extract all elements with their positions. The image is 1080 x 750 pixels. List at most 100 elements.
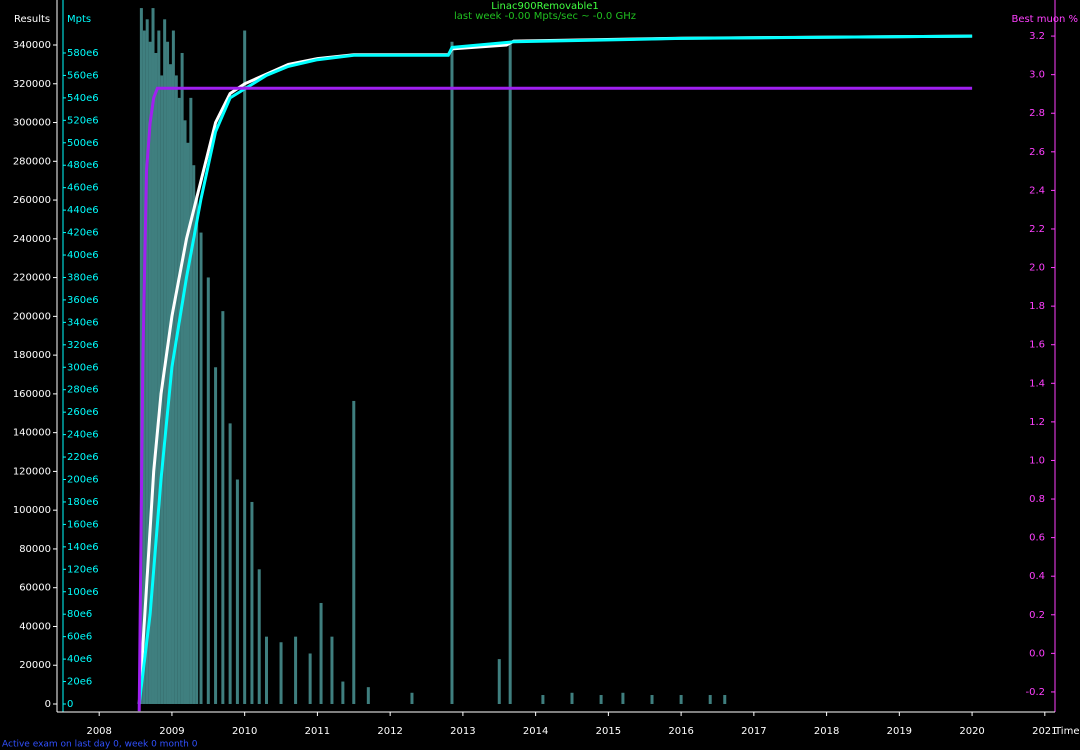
y-tick-label: 320000 — [13, 79, 51, 90]
bar — [145, 19, 149, 704]
series-line — [137, 34, 973, 705]
y3-axis-title: Best muon % — [1011, 14, 1078, 25]
bar — [679, 695, 683, 704]
y2-tick-label: 100e6 — [67, 587, 99, 598]
x-tick-label: 2016 — [668, 726, 693, 737]
y-tick-label: 240000 — [13, 234, 51, 245]
bar — [708, 695, 712, 704]
y2-tick-label: 0 — [67, 699, 73, 710]
bar — [186, 142, 190, 704]
bar — [214, 367, 218, 704]
y2-tick-label: 560e6 — [67, 70, 99, 81]
bar — [319, 602, 323, 704]
y-tick-label: 280000 — [13, 156, 51, 167]
y2-tick-label: 40e6 — [67, 654, 92, 665]
x-axis-title: Time — [1054, 726, 1079, 737]
y3-tick-label: 1.8 — [1029, 301, 1045, 312]
y3-tick-label: 0.6 — [1029, 533, 1045, 544]
bar — [177, 97, 181, 704]
bar — [264, 636, 268, 704]
x-tick-label: 2011 — [305, 726, 330, 737]
x-tick-label: 2021 — [1032, 726, 1057, 737]
x-tick-label: 2020 — [959, 726, 984, 737]
y-tick-label: 180000 — [13, 350, 51, 361]
x-tick-label: 2010 — [232, 726, 257, 737]
y2-tick-label: 500e6 — [67, 138, 99, 149]
y2-tick-label: 140e6 — [67, 542, 99, 553]
bar — [497, 659, 501, 704]
y3-tick-label: 0.4 — [1029, 571, 1045, 582]
bar — [450, 41, 454, 704]
y2-tick-label: 300e6 — [67, 362, 99, 373]
bar — [195, 198, 199, 704]
bar — [570, 692, 574, 704]
y3-tick-label: 3.2 — [1029, 31, 1045, 42]
y3-tick-label: 2.0 — [1029, 263, 1045, 274]
y2-tick-label: 380e6 — [67, 272, 99, 283]
bar — [157, 30, 161, 704]
y2-tick-label: 80e6 — [67, 609, 92, 620]
bar — [366, 687, 370, 704]
bar — [221, 311, 225, 704]
bar — [341, 681, 345, 704]
x-tick-label: 2009 — [159, 726, 184, 737]
y-tick-label: 300000 — [13, 118, 51, 129]
x-tick-label: 2019 — [887, 726, 912, 737]
y2-tick-label: 420e6 — [67, 228, 99, 239]
bar — [723, 695, 727, 704]
y2-tick-label: 340e6 — [67, 317, 99, 328]
y2-tick-label: 180e6 — [67, 497, 99, 508]
y2-tick-label: 320e6 — [67, 340, 99, 351]
y2-tick-label: 480e6 — [67, 160, 99, 171]
y3-tick-label: 1.2 — [1029, 417, 1045, 428]
y-tick-label: 220000 — [13, 273, 51, 284]
y-tick-label: 40000 — [19, 621, 51, 632]
bar — [174, 75, 178, 704]
y2-tick-label: 220e6 — [67, 452, 99, 463]
y-tick-label: 200000 — [13, 311, 51, 322]
x-tick-label: 2014 — [523, 726, 548, 737]
bar — [541, 695, 545, 704]
bar — [139, 8, 143, 704]
bar — [235, 479, 239, 704]
y-tick-label: 100000 — [13, 505, 51, 516]
y3-tick-label: 1.0 — [1029, 455, 1045, 466]
y2-tick-label: 160e6 — [67, 519, 99, 530]
series-line — [137, 34, 973, 705]
x-tick-label: 2008 — [86, 726, 111, 737]
y-tick-label: 140000 — [13, 428, 51, 439]
y2-tick-label: 120e6 — [67, 564, 99, 575]
bar — [183, 120, 187, 704]
bar — [650, 695, 654, 704]
y3-tick-label: 2.2 — [1029, 224, 1045, 235]
chart-subtitle: last week -0.00 Mpts/sec ~ -0.0 GHz — [454, 11, 636, 22]
bar — [151, 8, 155, 704]
y2-tick-label: 440e6 — [67, 205, 99, 216]
x-tick-label: 2013 — [450, 726, 475, 737]
y3-tick-label: 2.4 — [1029, 185, 1045, 196]
x-tick-label: 2017 — [741, 726, 766, 737]
y-tick-label: 60000 — [19, 583, 51, 594]
y2-tick-label: 280e6 — [67, 385, 99, 396]
bar — [257, 569, 261, 704]
y-axis-title: Results — [14, 14, 50, 25]
chart-title: Linac900Removable1 — [491, 1, 599, 12]
bar — [189, 97, 193, 704]
bar — [410, 692, 414, 704]
bar — [508, 41, 512, 704]
y3-tick-label: 0.8 — [1029, 494, 1045, 505]
bar — [330, 636, 334, 704]
y2-tick-label: 360e6 — [67, 295, 99, 306]
y2-tick-label: 240e6 — [67, 430, 99, 441]
bar — [279, 642, 283, 704]
bar — [180, 52, 184, 704]
y3-tick-label: 2.8 — [1029, 108, 1045, 119]
y-tick-label: 260000 — [13, 195, 51, 206]
series-line — [137, 86, 973, 712]
y3-tick-label: 3.0 — [1029, 70, 1045, 81]
y2-tick-label: 60e6 — [67, 632, 92, 643]
y2-tick-label: 200e6 — [67, 475, 99, 486]
bar — [166, 41, 170, 704]
